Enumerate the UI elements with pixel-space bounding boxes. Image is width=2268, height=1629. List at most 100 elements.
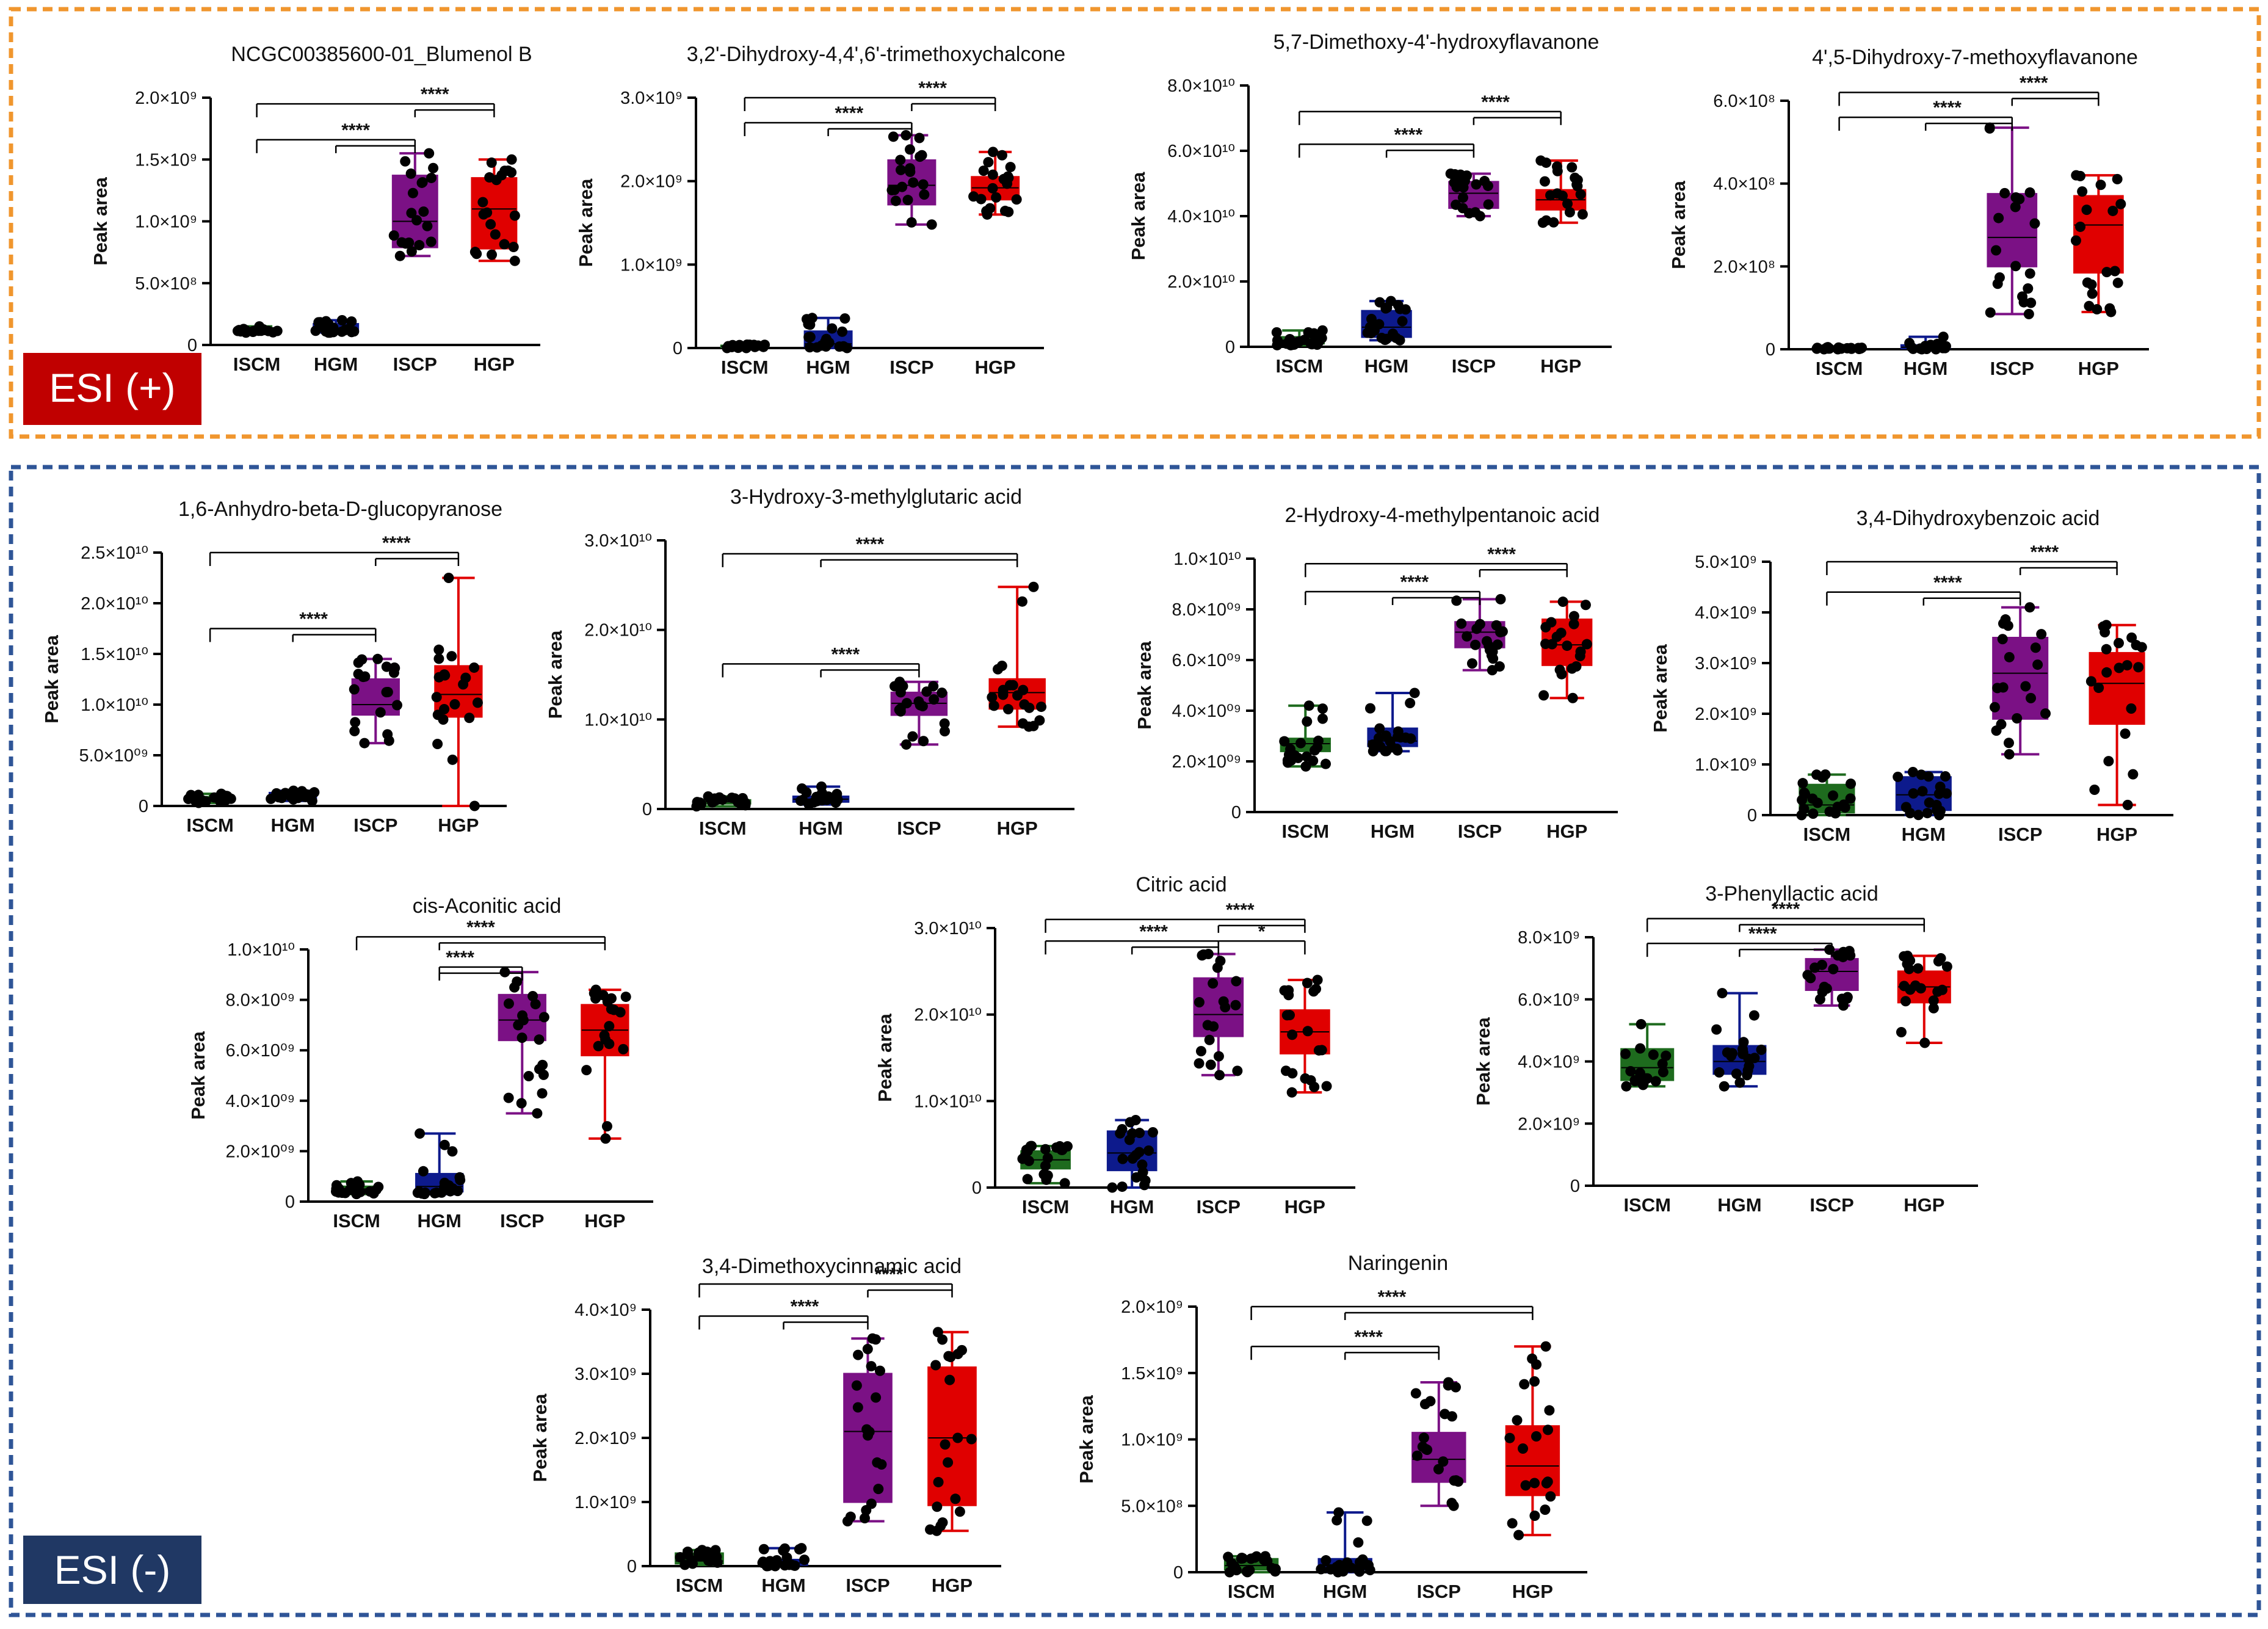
data-point — [1571, 179, 1582, 190]
data-point — [945, 1352, 956, 1363]
y-tick-label: 3.0×10¹⁰ — [584, 531, 652, 551]
data-point — [1538, 690, 1549, 701]
data-point — [999, 205, 1010, 216]
data-point — [1331, 1515, 1342, 1526]
box-hgm — [792, 781, 850, 810]
data-point — [1117, 1153, 1128, 1164]
significance-label: **** — [382, 533, 411, 553]
data-point — [1828, 963, 1839, 974]
data-point — [615, 1007, 626, 1018]
data-point — [1042, 1170, 1053, 1181]
significance-bracket: **** — [1250, 1327, 1440, 1360]
data-point — [1405, 697, 1416, 708]
data-point — [937, 1334, 948, 1345]
x-tick-label: HGM — [1904, 358, 1947, 379]
data-point — [1554, 664, 1565, 675]
x-tick-label: ISCP — [846, 1575, 889, 1596]
data-point — [1824, 806, 1835, 817]
data-point — [2101, 667, 2112, 678]
data-point — [1658, 1067, 1668, 1078]
data-point — [1552, 188, 1563, 199]
chart-c1: NCGC00385600-01_Blumenol B 0 5.0×10⁸ 1.0×10… — [90, 43, 540, 375]
data-point — [2103, 756, 2114, 767]
data-point — [1391, 743, 1402, 754]
data-point — [1529, 1510, 1540, 1521]
data-point — [1316, 1564, 1327, 1575]
data-point — [523, 1071, 534, 1082]
y-axis-label: Peak area — [874, 1013, 896, 1102]
x-tick-label: ISCP — [889, 357, 933, 378]
significance-label: **** — [1394, 125, 1422, 145]
data-point — [1836, 993, 1847, 1004]
data-point — [598, 990, 609, 1001]
x-tick-label: HGP — [584, 1210, 625, 1232]
significance-label: **** — [918, 78, 947, 98]
data-point — [1908, 788, 1919, 799]
data-point — [534, 1034, 545, 1045]
data-point — [781, 1552, 792, 1563]
data-point — [1551, 631, 1562, 642]
data-point — [1214, 1070, 1225, 1081]
data-point — [350, 717, 361, 728]
data-point — [422, 220, 433, 231]
data-point — [2085, 676, 2096, 687]
data-point — [852, 1402, 863, 1413]
data-point — [1543, 1424, 1554, 1435]
data-point — [258, 324, 269, 335]
y-tick-label: 3.0×10⁹ — [574, 1365, 637, 1384]
data-point — [1557, 597, 1568, 608]
y-tick-label: 1.0×10¹⁰ — [914, 1092, 982, 1111]
significance-label: **** — [466, 917, 495, 937]
data-point — [1334, 1559, 1345, 1570]
y-tick-label: 2.0×10⁹ — [1695, 705, 1757, 724]
x-tick-label: HGM — [1902, 824, 1946, 845]
data-point — [339, 325, 350, 336]
data-point — [1545, 1491, 1556, 1502]
box-hgp — [581, 984, 631, 1144]
chart-c2: 3,2'-Dihydroxy-4,4',6'-trimethoxychalcon… — [575, 43, 1065, 378]
data-point — [1808, 808, 1819, 819]
data-point — [907, 731, 918, 742]
significance-bracket: **** — [1250, 1287, 1534, 1320]
data-point — [1282, 757, 1293, 768]
data-point — [1483, 199, 1494, 210]
box-iscp — [842, 1333, 893, 1526]
data-point — [1513, 1529, 1524, 1540]
data-point — [1443, 1380, 1454, 1391]
data-point — [1034, 715, 1045, 726]
chart-title: NCGC00385600-01_Blumenol B — [231, 43, 532, 66]
data-point — [400, 156, 411, 167]
data-point — [2077, 186, 2088, 197]
box-hgm — [757, 1543, 810, 1572]
data-point — [1017, 1153, 1028, 1164]
data-point — [1470, 639, 1481, 650]
data-point — [851, 1380, 862, 1391]
data-point — [1529, 1478, 1540, 1489]
data-point — [428, 162, 439, 173]
data-point — [1940, 771, 1951, 782]
x-tick-label: ISCP — [1417, 1581, 1461, 1602]
y-tick-label: 0 — [627, 1557, 637, 1576]
data-point — [2010, 261, 2021, 272]
x-tick-label: ISCP — [1990, 358, 2034, 379]
x-tick-label: HGM — [1364, 355, 1408, 377]
data-point — [935, 1520, 946, 1531]
data-point — [1575, 646, 1586, 657]
data-point — [394, 250, 405, 261]
data-point — [472, 697, 483, 708]
box-iscp — [1802, 944, 1859, 1011]
data-point — [2121, 660, 2132, 671]
data-point — [447, 754, 458, 765]
box-iscm — [232, 321, 283, 338]
data-point — [233, 325, 244, 336]
y-tick-label: 4.0×10⁰⁹ — [1172, 702, 1241, 721]
data-point — [694, 798, 705, 809]
data-point — [415, 1128, 426, 1139]
significance-bracket: **** — [744, 103, 913, 136]
x-tick-label: ISCM — [1816, 358, 1863, 379]
data-point — [1907, 766, 1918, 777]
data-point — [1295, 738, 1306, 749]
y-tick-label: 8.0×10⁰⁹ — [225, 991, 295, 1010]
y-tick-label: 4.0×10⁹ — [1695, 603, 1757, 623]
data-point — [1494, 661, 1505, 672]
